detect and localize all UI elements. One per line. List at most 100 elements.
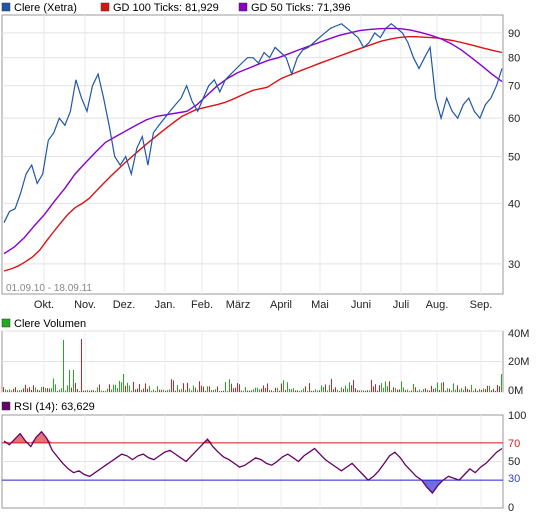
price-x-tick-label: Jan.	[155, 299, 176, 311]
volume-panel: 40M 20M 0M	[1, 328, 529, 397]
volume-bar	[343, 388, 344, 392]
price-plot-area	[1, 14, 504, 295]
volume-bar	[209, 386, 210, 392]
volume-bar	[373, 386, 374, 392]
volume-bar	[41, 387, 42, 392]
volume-bar	[53, 378, 54, 392]
volume-bar	[407, 389, 408, 392]
volume-bar	[31, 389, 32, 392]
volume-bar	[495, 390, 496, 392]
volume-bar	[281, 383, 282, 392]
volume-legend: Clere Volumen	[1, 318, 86, 330]
volume-bar	[477, 390, 478, 392]
volume-bar	[67, 385, 68, 392]
volume-bar	[193, 385, 194, 392]
volume-bar	[417, 390, 418, 392]
volume-bar	[129, 385, 130, 392]
volume-bar	[395, 387, 396, 392]
volume-bar	[177, 385, 178, 392]
volume-bar	[313, 390, 314, 392]
price-x-tick-label: Dez.	[113, 299, 136, 311]
rsi-series-line	[3, 430, 503, 495]
volume-bar	[21, 389, 22, 392]
volume-bar	[359, 390, 360, 392]
volume-bar	[257, 387, 258, 392]
volume-bar	[187, 382, 188, 392]
volume-bar	[35, 387, 36, 392]
volume-bar	[155, 390, 156, 392]
date-range-label: 01.09.10 - 18.09.11	[6, 283, 92, 294]
volume-bar	[141, 389, 142, 392]
volume-bar	[27, 388, 28, 392]
volume-bar	[369, 390, 370, 392]
volume-bar	[493, 388, 494, 392]
volume-bar	[375, 384, 376, 392]
rsi-reference-lines	[2, 442, 503, 481]
volume-bar	[355, 388, 356, 392]
volume-bar	[107, 388, 108, 392]
volume-bar	[383, 387, 384, 392]
volume-bar	[429, 390, 430, 392]
volume-bar	[391, 390, 392, 392]
volume-bar	[99, 384, 100, 392]
volume-bar	[131, 390, 132, 392]
price-x-tick-labels: Okt. Nov. Dez. Jan. Feb. März April Mai Juni Juli…	[34, 299, 492, 311]
volume-bar	[325, 384, 326, 392]
volume-bar	[315, 389, 316, 392]
volume-bar	[167, 389, 168, 392]
volume-bar	[269, 389, 270, 392]
volume-bar	[161, 389, 162, 392]
price-y-tick-label: 30	[508, 259, 520, 271]
volume-bar	[365, 390, 366, 392]
volume-bar	[413, 384, 414, 392]
volume-bar	[71, 387, 72, 392]
volume-bar	[197, 390, 198, 392]
volume-bar	[419, 389, 420, 392]
volume-bar	[203, 386, 204, 392]
volume-bar	[15, 387, 16, 392]
volume-bar	[423, 388, 424, 392]
volume-bar	[125, 385, 126, 392]
volume-bar	[353, 380, 354, 392]
volume-bar	[49, 388, 50, 392]
volume-bar	[263, 385, 264, 392]
volume-bar	[307, 390, 308, 392]
volume-bar	[181, 388, 182, 392]
volume-bar	[55, 384, 56, 392]
rsi-oversold-fill	[421, 480, 444, 494]
volume-bar	[117, 388, 118, 392]
volume-bar	[63, 340, 64, 392]
volume-bar	[275, 387, 276, 392]
volume-bar	[211, 389, 212, 392]
volume-bar	[113, 384, 114, 392]
volume-bar	[65, 390, 66, 392]
volume-bar	[33, 385, 34, 392]
volume-bar	[327, 390, 328, 392]
volume-bar	[403, 387, 404, 392]
volume-bar	[247, 390, 248, 392]
volume-bar	[251, 390, 252, 392]
volume-bar	[421, 390, 422, 392]
volume-bar	[479, 389, 480, 392]
volume-bar	[77, 389, 78, 392]
volume-bar	[305, 386, 306, 392]
volume-bar	[485, 389, 486, 392]
volume-bar	[243, 390, 244, 392]
volume-bar	[157, 386, 158, 392]
volume-bar	[497, 385, 498, 392]
volume-bar	[221, 390, 222, 392]
volume-bar	[73, 370, 74, 392]
volume-bar	[195, 387, 196, 392]
volume-bar	[317, 390, 318, 392]
volume-bar	[91, 390, 92, 392]
volume-bar	[341, 387, 342, 392]
volume-bar	[389, 381, 390, 392]
volume-bar	[153, 389, 154, 392]
volume-bar	[339, 390, 340, 392]
volume-bar	[491, 390, 492, 392]
volume-bar	[457, 385, 458, 392]
volume-bar	[431, 385, 432, 392]
volume-bar	[399, 389, 400, 392]
legend-swatch-price	[1, 2, 11, 12]
